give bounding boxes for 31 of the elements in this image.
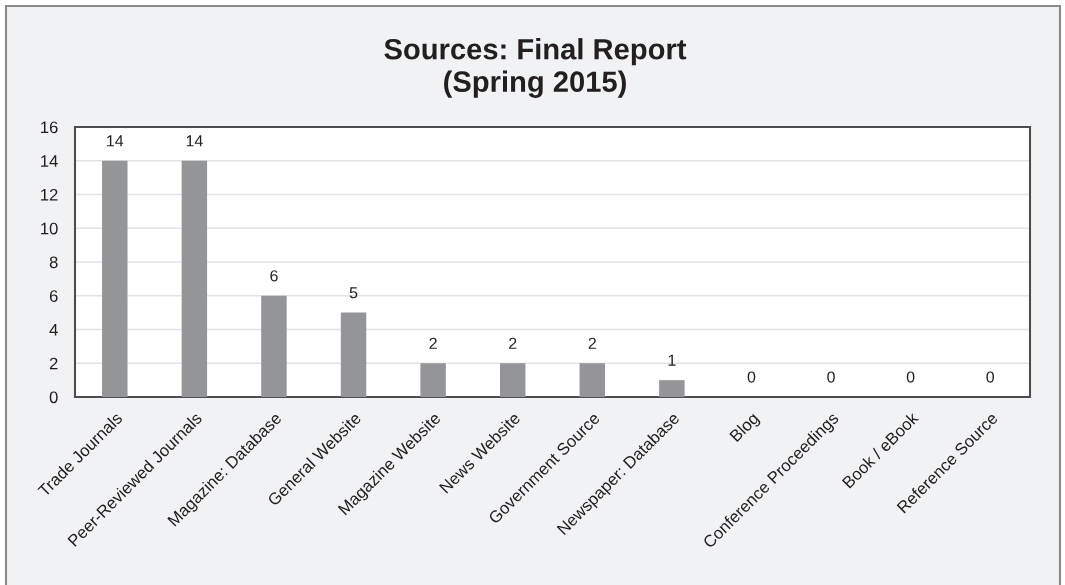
data-label: 2 [429,337,437,349]
y-tick-label: 12 [41,188,58,201]
data-label: 2 [588,337,596,349]
y-tick-label: 14 [41,155,58,167]
y-tick-label: 0 [49,391,58,404]
bar [102,160,128,397]
data-label: 0 [827,371,835,383]
data-label: 0 [906,371,915,383]
y-tick-label: 16 [41,121,58,134]
y-tick-label: 6 [49,290,58,302]
bar [340,312,367,397]
bar [261,295,287,397]
data-label: 1 [668,354,676,366]
data-label: 14 [186,135,203,147]
bar [420,363,446,397]
x-tick-label: Blog [728,411,762,445]
data-label: 14 [107,135,124,147]
chart-title: Sources: Final Report (Spring 2015) [384,38,687,98]
y-tick-label: 2 [49,357,58,370]
bar [659,380,685,397]
y-tick-label: 8 [49,256,58,269]
data-label: 2 [509,337,517,349]
y-tick-label: 10 [41,222,58,235]
data-label: 0 [747,371,756,383]
data-label: 5 [349,287,358,299]
bar [579,363,606,397]
bar [181,160,208,397]
y-tick-label: 4 [49,324,58,336]
data-label: 6 [270,270,278,282]
data-label: 0 [986,371,995,383]
bar [499,363,526,397]
